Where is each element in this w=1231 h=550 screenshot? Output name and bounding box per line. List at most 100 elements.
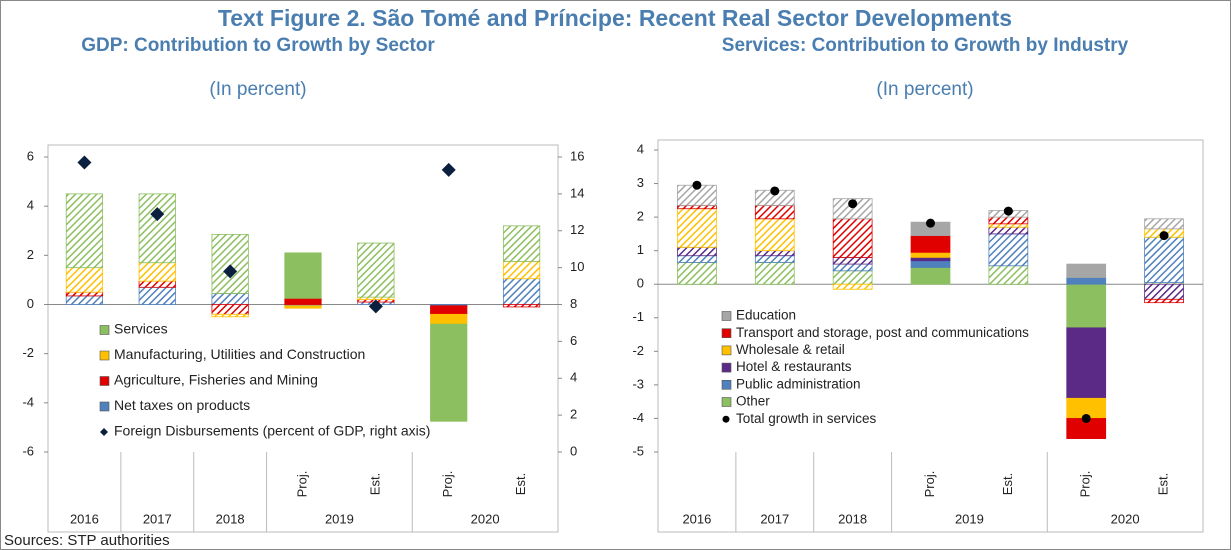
legend-swatch <box>721 345 732 356</box>
y-tick-label: 0 <box>637 276 644 291</box>
group-label: 2017 <box>143 511 172 526</box>
bar-segment <box>138 193 176 264</box>
y-tick-label: 3 <box>637 175 644 190</box>
legend-swatch <box>721 362 732 373</box>
bar-segment <box>677 208 717 248</box>
chart-subtitle: (In percent) <box>876 79 973 100</box>
legend-label: Total growth in services <box>736 411 877 426</box>
y-tick-label: -6 <box>22 443 34 458</box>
bar-segment <box>430 323 468 422</box>
legend-label: Manufacturing, Utilities and Constructio… <box>114 346 365 362</box>
bar-segment <box>1144 283 1184 300</box>
chart-title: GDP: Contribution to Growth by Sector <box>81 35 435 56</box>
legend-label: Transport and storage, post and communic… <box>736 325 1029 340</box>
y-tick-label: 4 <box>27 198 34 213</box>
legend-swatch <box>721 397 732 407</box>
point <box>1081 413 1091 423</box>
y2-tick-label: 0 <box>570 443 577 458</box>
group-label: 2018 <box>838 511 867 526</box>
bar-segment <box>502 261 541 280</box>
group-label: 2019 <box>955 511 984 526</box>
point <box>1159 231 1169 241</box>
bar-segment <box>910 260 951 268</box>
bar-segment <box>988 223 1029 228</box>
legend-label: Wholesale & retail <box>736 342 845 357</box>
bar-segment <box>65 291 104 297</box>
bar-segment <box>910 267 951 285</box>
y-tick-label: -1 <box>632 309 644 324</box>
bar-segment <box>832 283 873 290</box>
y2-tick-label: 14 <box>570 185 584 200</box>
bar-segment <box>65 267 104 293</box>
y-tick-label: -2 <box>632 343 644 358</box>
bar-segment <box>284 252 322 299</box>
bar-segment <box>988 216 1029 225</box>
bar-segment <box>502 278 541 305</box>
bar-segment <box>832 218 873 258</box>
source-note: Sources: STP authorities <box>4 532 170 549</box>
legend-marker <box>722 415 730 423</box>
group-label: 2016 <box>682 511 711 526</box>
category-label: Est. <box>367 473 382 495</box>
bar-segment <box>988 226 1029 235</box>
bar-segment <box>832 198 873 220</box>
bar-segment <box>754 255 795 263</box>
y-tick-label: -4 <box>22 394 34 409</box>
bar-segment <box>138 280 176 288</box>
y-tick-label: 0 <box>27 296 34 311</box>
bar-segment <box>1066 327 1107 399</box>
category-label: Proj. <box>922 471 937 498</box>
point <box>77 155 92 170</box>
y2-tick-label: 8 <box>570 296 577 311</box>
bar-segment <box>1066 283 1107 329</box>
figure-title: Text Figure 2. São Tomé and Príncipe: Re… <box>218 5 1012 31</box>
bar-segment <box>677 262 717 285</box>
point <box>770 186 780 196</box>
bar-segment <box>910 235 951 253</box>
y2-tick-label: 6 <box>570 333 577 348</box>
y2-tick-label: 16 <box>570 148 584 163</box>
bar-segment <box>677 246 717 257</box>
group-label: 2020 <box>1111 511 1140 526</box>
y2-tick-label: 2 <box>570 407 577 422</box>
group-label: 2019 <box>325 511 354 526</box>
group-label: 2016 <box>70 511 99 526</box>
legend-label: Agriculture, Fisheries and Mining <box>114 372 318 388</box>
y-tick-label: 6 <box>27 148 34 163</box>
bar-segment <box>284 297 322 305</box>
point <box>926 218 935 228</box>
bar-segment <box>211 234 249 294</box>
bar-segment <box>832 270 873 285</box>
legend-swatch <box>99 350 110 361</box>
bar-segment <box>832 263 873 272</box>
bar-segment <box>1066 263 1107 278</box>
y-tick-label: -4 <box>632 410 644 425</box>
category-label: Est. <box>1000 473 1015 495</box>
legend-swatch <box>721 311 732 321</box>
legend-label: Net taxes on products <box>114 397 250 413</box>
category-label: Proj. <box>440 471 455 498</box>
group-label: 2020 <box>471 511 500 526</box>
bar-segment <box>138 286 176 305</box>
bar-segment <box>211 313 249 318</box>
bar-segment <box>677 255 717 263</box>
bar-segment <box>832 256 873 265</box>
bar-segment <box>138 262 176 282</box>
category-label: Proj. <box>294 471 309 498</box>
legend-swatch <box>721 379 732 390</box>
chart-title: Services: Contribution to Growth by Indu… <box>722 35 1129 56</box>
bar-segment <box>357 242 395 298</box>
bar-segment <box>65 193 104 269</box>
y-tick-label: 1 <box>637 242 644 257</box>
plot-frame <box>47 144 559 533</box>
y-tick-label: 4 <box>637 141 644 156</box>
legend-marker <box>100 428 108 436</box>
bar-segment <box>284 305 322 309</box>
point <box>441 162 456 177</box>
bar-segment <box>211 293 249 305</box>
category-label: Est. <box>513 473 528 495</box>
y-tick-label: 2 <box>637 209 644 224</box>
bar-segment <box>1144 218 1184 230</box>
